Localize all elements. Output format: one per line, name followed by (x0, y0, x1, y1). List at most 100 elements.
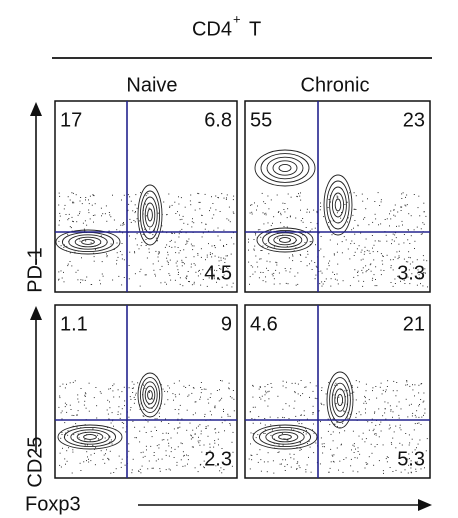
event-dot (411, 438, 413, 440)
event-dot (248, 238, 249, 240)
event-dot (167, 439, 169, 441)
event-dot (229, 423, 231, 424)
event-dot (58, 192, 60, 194)
event-dot (112, 194, 113, 196)
event-dot (406, 380, 408, 381)
event-dot (420, 283, 421, 285)
event-dot (218, 444, 219, 446)
event-dot (105, 205, 107, 207)
event-dot (129, 409, 131, 411)
event-dot (387, 380, 389, 382)
event-dot (201, 214, 203, 216)
event-dot (210, 207, 212, 209)
event-dot (69, 226, 71, 228)
event-dot (393, 214, 395, 216)
event-dot (282, 459, 284, 461)
event-dot (122, 223, 124, 224)
event-dot (157, 256, 159, 258)
event-dot (147, 193, 149, 195)
event-dot (260, 470, 262, 472)
event-dot (320, 402, 322, 404)
event-dot (102, 458, 104, 460)
event-dot (257, 461, 259, 463)
event-dot (59, 212, 61, 214)
quadrant-value: 4.5 (204, 262, 232, 284)
event-dot (345, 457, 347, 459)
event-dot (121, 243, 123, 244)
event-dot (144, 455, 146, 457)
event-dot (291, 382, 293, 384)
event-dot (367, 198, 368, 200)
event-dot (406, 194, 408, 196)
event-dot (221, 193, 223, 195)
event-dot (134, 273, 136, 275)
event-dot (341, 252, 343, 254)
event-dot (321, 281, 323, 283)
contour (57, 424, 123, 450)
event-dot (119, 417, 121, 419)
event-dot (64, 387, 66, 389)
event-dot (320, 206, 322, 207)
event-dot (93, 452, 95, 454)
event-dot (287, 439, 289, 441)
event-dot (135, 211, 136, 212)
event-dot (420, 233, 422, 235)
event-dot (278, 444, 280, 446)
event-dot (170, 279, 172, 281)
event-dot (178, 427, 179, 429)
event-dot (306, 430, 307, 432)
event-dot (214, 440, 216, 442)
event-dot (390, 267, 392, 269)
event-dot (121, 391, 123, 393)
event-dot (184, 206, 186, 208)
event-dot (110, 422, 112, 424)
event-dot (350, 392, 352, 394)
event-dot (215, 195, 217, 197)
event-dot (315, 244, 316, 246)
event-dot (294, 382, 296, 384)
event-dot (67, 265, 69, 267)
event-dot (182, 215, 184, 217)
event-dot (254, 406, 256, 408)
event-dot (306, 418, 308, 420)
event-dot (63, 246, 65, 248)
event-dot (312, 405, 314, 407)
event-dot (299, 449, 301, 451)
event-dot (109, 401, 110, 403)
event-dot (110, 441, 112, 443)
event-dot (170, 437, 172, 439)
event-dot (285, 387, 287, 389)
event-dot (260, 250, 262, 251)
event-dot (207, 398, 209, 400)
event-dot (353, 276, 355, 278)
event-dot (354, 269, 356, 271)
event-dot (218, 260, 220, 262)
event-dot (297, 383, 299, 385)
event-dot (215, 432, 217, 434)
event-dot (152, 467, 154, 469)
contour (147, 390, 153, 400)
event-dot (374, 285, 376, 287)
event-dot (395, 395, 397, 397)
event-dot (219, 389, 220, 391)
event-dot (300, 395, 301, 397)
event-dot (228, 382, 230, 384)
event-dot (193, 222, 195, 224)
event-dot (272, 222, 273, 224)
event-dot (145, 245, 147, 246)
event-dot (167, 385, 169, 387)
contour (139, 190, 161, 240)
event-dot (321, 403, 323, 405)
event-dot (318, 232, 320, 234)
event-dot (357, 272, 359, 273)
event-dot (264, 394, 266, 396)
event-dot (347, 217, 349, 219)
event-dot (190, 243, 192, 245)
event-dot (90, 242, 92, 244)
event-dot (151, 467, 153, 469)
quadrant-value: 6.8 (204, 109, 232, 131)
event-dot (169, 387, 170, 389)
event-dot (168, 193, 170, 195)
event-dot (297, 283, 299, 285)
event-dot (134, 212, 136, 214)
